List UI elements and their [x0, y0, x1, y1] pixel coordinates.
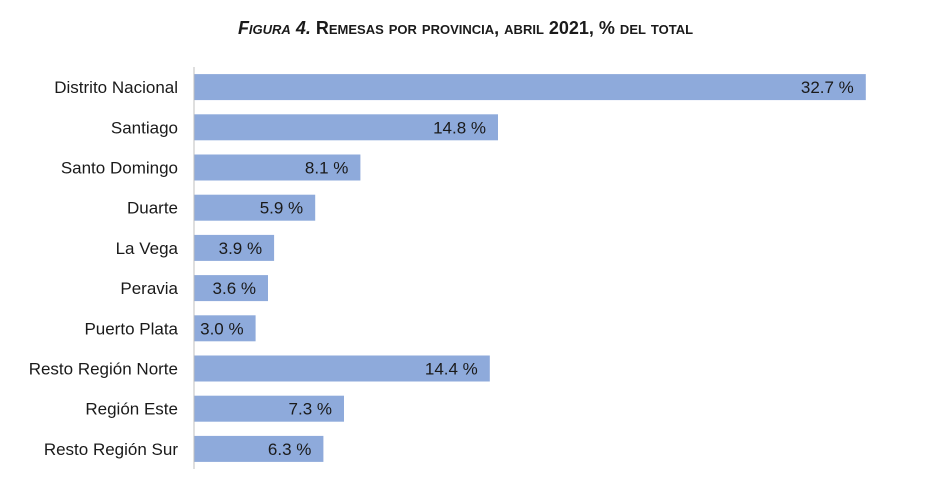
value-label: 14.8 % [433, 118, 486, 137]
bar [194, 355, 490, 382]
category-label: Santo Domingo [61, 159, 178, 178]
category-label: La Vega [116, 239, 179, 258]
bars-group [194, 74, 866, 462]
value-label: 7.3 % [289, 400, 332, 419]
bar [194, 194, 316, 221]
bar [194, 395, 344, 422]
value-label: 3.6 % [213, 279, 256, 298]
category-label: Distrito Nacional [54, 78, 178, 97]
value-label: 32.7 % [801, 78, 854, 97]
category-label: Resto Región Sur [44, 440, 179, 459]
value-label: 14.4 % [425, 360, 478, 379]
value-label: 6.3 % [268, 440, 311, 459]
value-label: 3.0 % [200, 319, 243, 338]
bar [194, 315, 256, 342]
value-label: 5.9 % [260, 199, 303, 218]
category-label: Peravia [120, 279, 178, 298]
value-labels-group: 32.7 % 14.8 % 8.1 % 5.9 % 3.9 % 3.6 % 3.0 % 14.… [200, 78, 854, 459]
chart-title-prefix: Figura 4. [237, 18, 311, 38]
category-label: Región Este [85, 400, 178, 419]
value-label: 8.1 % [305, 159, 348, 178]
bar [194, 74, 866, 101]
chart-title-text: Remesas por provincia, abril 2021, % del… [315, 18, 694, 38]
value-label: 3.9 % [219, 239, 262, 258]
category-label: Duarte [127, 199, 178, 218]
bar [194, 114, 498, 141]
bar [194, 234, 275, 261]
chart-title: Figura 4. Remesas por provincia, abril 2… [0, 18, 931, 39]
bar [194, 154, 361, 181]
bar [194, 435, 324, 462]
category-label: Resto Región Norte [29, 360, 178, 379]
bar [194, 275, 268, 302]
category-label: Puerto Plata [84, 319, 178, 338]
category-label: Santiago [111, 118, 178, 137]
category-labels-group: Distrito Nacional Santiago Santo Domingo Du… [29, 78, 179, 459]
